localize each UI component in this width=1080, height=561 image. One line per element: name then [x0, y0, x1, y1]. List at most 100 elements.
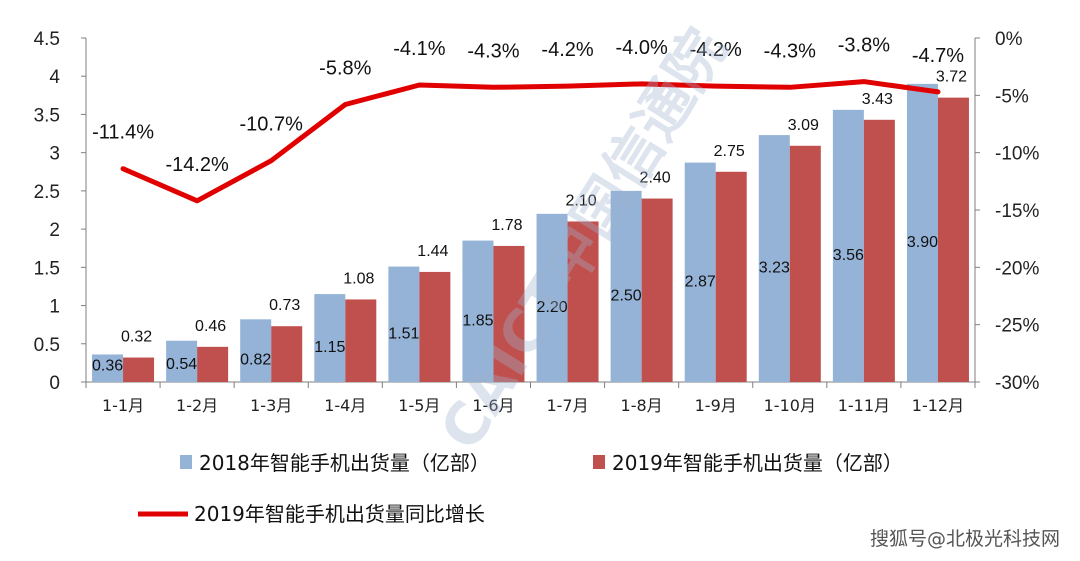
x-tick-label: 1-10月	[764, 396, 816, 415]
growth-point	[935, 89, 940, 94]
data-label-2018: 3.23	[759, 260, 790, 277]
legend-label-growth: 2019年智能手机出货量同比增长	[194, 502, 485, 526]
bar-2019	[937, 97, 969, 383]
bar-2019	[641, 198, 673, 382]
growth-point	[491, 85, 496, 90]
data-label-2019: 2.40	[640, 170, 671, 187]
data-label-2018: 1.51	[388, 325, 419, 342]
x-tick-label: 1-5月	[398, 396, 440, 415]
x-tick-label: 1-1月	[102, 396, 144, 415]
growth-point	[195, 198, 200, 203]
data-label-2019: 3.72	[936, 69, 967, 86]
bar-2018	[832, 109, 864, 382]
bar-2018	[758, 135, 790, 382]
legend-label-2019: 2019年智能手机出货量（亿部）	[612, 451, 903, 475]
data-label-2018: 1.85	[462, 312, 493, 329]
data-label-2019: 3.43	[862, 91, 893, 108]
growth-label: -4.0%	[616, 37, 668, 59]
data-label-2018: 2.50	[611, 287, 642, 304]
data-label-2018: 0.82	[240, 352, 271, 369]
bar-2019	[715, 171, 747, 382]
legend-swatch-2018	[180, 455, 192, 469]
data-label-2019: 1.08	[343, 270, 374, 287]
data-label-2019: 1.78	[491, 217, 522, 234]
growth-label: -10.7%	[240, 114, 304, 136]
bar-2019	[123, 357, 155, 382]
growth-point	[269, 158, 274, 163]
data-label-2019: 0.73	[269, 297, 300, 314]
data-label-2019: 0.46	[195, 318, 226, 335]
left-tick-label: 3	[49, 144, 60, 165]
growth-label: -4.1%	[393, 38, 445, 60]
data-label-2018: 3.56	[833, 247, 864, 264]
left-tick-label: 4.5	[34, 29, 60, 50]
bar-2019	[863, 119, 895, 382]
growth-label: -14.2%	[165, 154, 229, 176]
bar-2018	[314, 294, 346, 382]
data-label-2018: 1.15	[314, 339, 345, 356]
right-tick-label: -15%	[995, 201, 1039, 222]
left-tick-label: 2	[49, 220, 60, 241]
right-tick-label: -20%	[995, 258, 1039, 279]
plot-area: 0 0.5 1 1.5 2 2.5 3 3.5 4 4.5 -30% -25% -20% -15% -10%…	[34, 29, 1040, 415]
bar-2018	[906, 83, 938, 382]
bar-2018	[92, 354, 124, 382]
bar-2019	[271, 326, 303, 382]
right-tick-label: -5%	[995, 86, 1029, 107]
bar-2019	[567, 221, 599, 382]
data-label-2018: 2.20	[536, 299, 567, 316]
data-label-2019: 0.32	[121, 329, 152, 346]
left-tick-label: 2.5	[34, 182, 60, 203]
growth-point	[787, 85, 792, 90]
growth-line	[120, 79, 941, 204]
x-tick-label: 1-7月	[546, 396, 588, 415]
bar-2019	[197, 346, 229, 382]
growth-point	[713, 84, 718, 89]
x-tick-label: 1-6月	[472, 396, 514, 415]
growth-label: -11.4%	[92, 122, 154, 144]
growth-point	[639, 81, 644, 86]
bar-2019	[789, 145, 821, 382]
bar-2019	[419, 271, 451, 382]
x-tick-label: 1-12月	[912, 396, 964, 415]
right-tick-label: -25%	[995, 316, 1039, 337]
bar-2018	[684, 162, 716, 382]
growth-point	[861, 79, 866, 84]
legend-swatch-2019	[593, 455, 605, 469]
data-label-2019: 1.44	[417, 243, 448, 260]
growth-label: -4.7%	[912, 45, 964, 67]
right-tick-label: -30%	[995, 373, 1039, 394]
bar-2018	[610, 190, 642, 382]
growth-label: -5.8%	[319, 58, 371, 80]
growth-point	[417, 83, 422, 88]
data-label-2018: 0.54	[166, 356, 197, 373]
bar-2018	[536, 213, 568, 382]
growth-label: -4.3%	[467, 40, 519, 62]
growth-point	[343, 102, 348, 107]
bar-2019	[345, 299, 377, 382]
growth-label: -4.2%	[690, 39, 742, 61]
growth-point	[565, 84, 570, 89]
bar-2019	[493, 245, 525, 382]
data-label-2019: 3.09	[788, 117, 819, 134]
growth-point	[121, 166, 126, 171]
bar-2018	[166, 340, 198, 382]
source-credit: 搜狐号@北极光科技网	[870, 528, 1060, 550]
left-tick-label: 0	[49, 373, 60, 394]
x-tick-label: 1-9月	[695, 396, 737, 415]
x-tick-label: 1-2月	[176, 396, 218, 415]
growth-label: -4.2%	[541, 39, 593, 61]
bar-2018	[462, 240, 494, 382]
right-tick-label: 0%	[995, 29, 1023, 50]
x-tick-label: 1-11月	[838, 396, 890, 415]
data-label-2019: 2.10	[565, 192, 596, 209]
growth-label: -3.8%	[838, 35, 890, 57]
growth-label: -4.3%	[764, 40, 816, 62]
legend: 2018年智能手机出货量（亿部） 2019年智能手机出货量（亿部） 2019年智…	[138, 451, 903, 526]
x-tick-label: 1-3月	[250, 396, 292, 415]
data-label-2018: 0.36	[92, 357, 123, 374]
data-label-2018: 2.87	[685, 273, 716, 290]
x-tick-label: 1-8月	[621, 396, 663, 415]
left-tick-label: 1	[49, 297, 60, 318]
